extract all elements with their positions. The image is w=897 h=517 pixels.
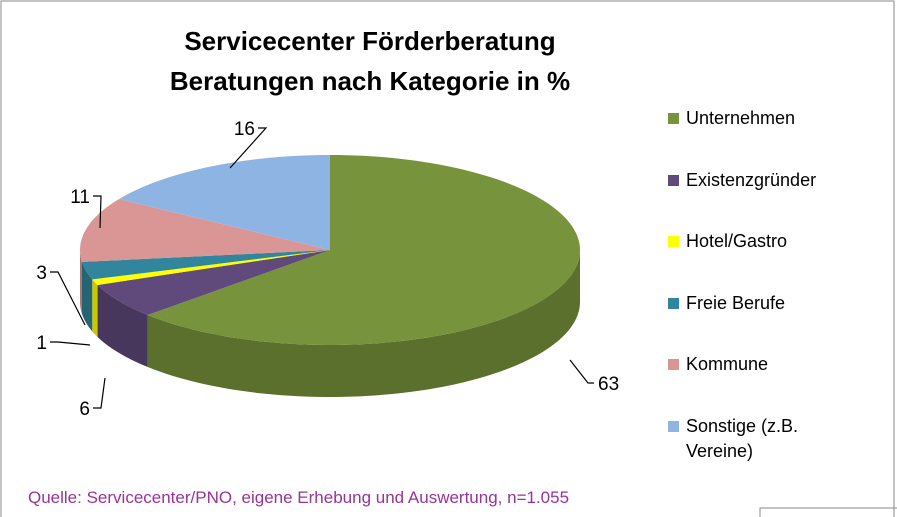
chart-title: Servicecenter Förderberatung — [184, 26, 555, 56]
leader-line — [50, 341, 91, 346]
slice — [118, 155, 330, 250]
box — [759, 507, 897, 517]
legend-swatch — [668, 174, 679, 186]
legend-swatch — [668, 113, 679, 124]
legend: Unternehmen Existenzgründer Hotel/Gastro Fr… — [664, 106, 834, 475]
slice — [81, 250, 330, 280]
annotation: Quelle: Servicecenter/PNO, eigene Erhebu… — [28, 488, 569, 507]
legend-label: Kommune — [686, 354, 769, 374]
slice-side — [80, 250, 82, 314]
slice — [147, 155, 580, 345]
leader-line — [229, 127, 268, 169]
legend-item: Kommune — [664, 352, 834, 414]
legend-label: Hotel/Gastro — [686, 231, 788, 251]
data-label: 6 — [79, 399, 90, 420]
leader-line — [569, 359, 594, 384]
slice — [80, 199, 331, 262]
legend-label: Freie Berufe — [686, 292, 786, 313]
legend-item: Existenzgründer — [664, 168, 834, 230]
data-label: 1 — [36, 333, 47, 354]
legend-label: Sonstige (z.B. Vereine) — [686, 415, 799, 461]
leader-line — [50, 271, 86, 326]
data-label: 3 — [36, 263, 47, 284]
leader-line — [93, 377, 106, 409]
data-label: 63 — [598, 374, 619, 395]
leader-line — [93, 195, 102, 229]
slice — [92, 250, 331, 285]
legend-item: Sonstige (z.B. Vereine) — [664, 414, 834, 476]
legend-swatch — [668, 359, 679, 370]
slice-side — [147, 250, 580, 397]
legend-label: Existenzgründer — [686, 169, 817, 190]
legend-item: Hotel/Gastro — [664, 229, 834, 291]
legend-label: Unternehmen — [686, 108, 796, 128]
legend-swatch — [668, 297, 679, 309]
chart-subtitle: Beratungen nach Kategorie in % — [170, 66, 570, 96]
data-label: 16 — [234, 119, 255, 140]
slice — [97, 250, 330, 316]
slice-side — [92, 279, 98, 337]
legend-swatch — [668, 420, 679, 432]
data-label: 11 — [70, 187, 90, 208]
slice-side — [97, 284, 148, 368]
legend-swatch — [668, 236, 679, 247]
legend-item: Freie Berufe — [664, 291, 834, 353]
slice-side — [81, 261, 93, 332]
legend-item: Unternehmen — [664, 106, 834, 168]
